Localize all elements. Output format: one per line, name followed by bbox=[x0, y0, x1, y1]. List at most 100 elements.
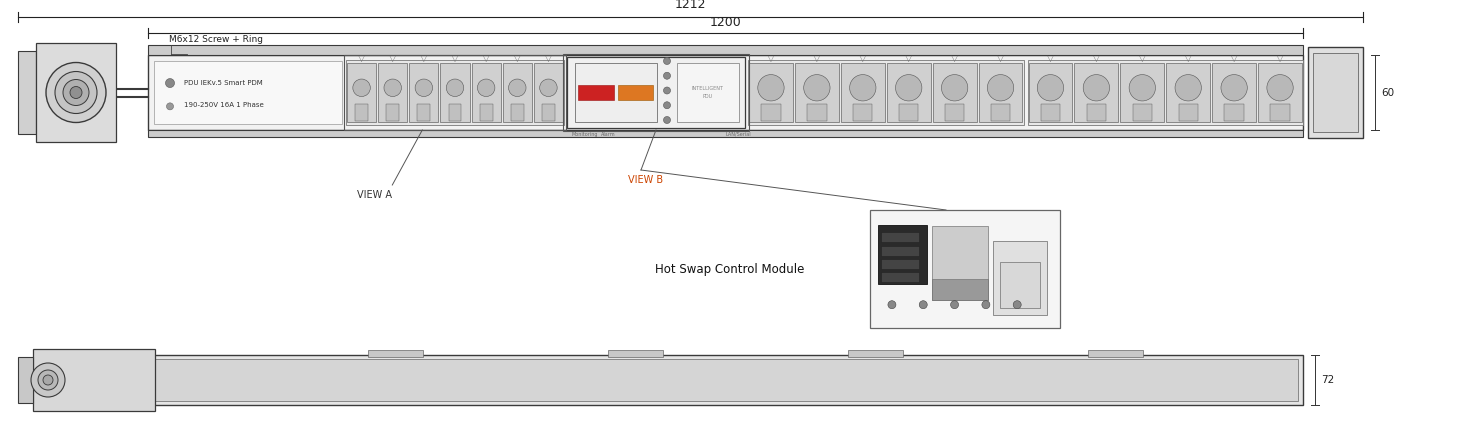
Circle shape bbox=[888, 301, 896, 309]
Bar bbox=[932, 226, 988, 300]
Circle shape bbox=[663, 87, 671, 94]
Text: INTELLIGENT: INTELLIGENT bbox=[693, 86, 725, 91]
Bar bbox=[878, 225, 926, 284]
Circle shape bbox=[982, 301, 991, 309]
Circle shape bbox=[446, 79, 463, 96]
Bar bbox=[18, 357, 34, 403]
Text: PDU IEKv.5 Smart PDM: PDU IEKv.5 Smart PDM bbox=[184, 80, 263, 86]
Bar bbox=[346, 60, 564, 125]
Bar bbox=[999, 262, 1040, 308]
Bar bbox=[355, 104, 368, 120]
Bar bbox=[1027, 60, 1303, 125]
Bar bbox=[887, 63, 931, 122]
Circle shape bbox=[1221, 74, 1248, 101]
Bar bbox=[148, 55, 1303, 130]
Circle shape bbox=[988, 74, 1014, 101]
Bar bbox=[881, 246, 919, 256]
Bar bbox=[37, 43, 115, 142]
Circle shape bbox=[1129, 74, 1156, 101]
Circle shape bbox=[38, 370, 58, 390]
Bar bbox=[533, 63, 562, 122]
Bar bbox=[1271, 104, 1290, 120]
Circle shape bbox=[165, 78, 174, 88]
Bar bbox=[409, 63, 438, 122]
Text: M6x12 Screw + Ring: M6x12 Screw + Ring bbox=[169, 35, 263, 44]
Text: 60: 60 bbox=[1381, 88, 1394, 98]
Circle shape bbox=[70, 86, 82, 99]
Bar bbox=[1166, 63, 1210, 122]
Text: VIEW A: VIEW A bbox=[358, 190, 393, 200]
Bar bbox=[932, 63, 976, 122]
Bar bbox=[386, 104, 399, 120]
Bar bbox=[1179, 104, 1198, 120]
Text: 1200: 1200 bbox=[710, 16, 741, 29]
Text: LAN/Serial: LAN/Serial bbox=[725, 132, 751, 137]
Circle shape bbox=[850, 74, 877, 101]
Circle shape bbox=[508, 79, 526, 96]
Circle shape bbox=[384, 79, 402, 96]
Bar bbox=[881, 259, 919, 269]
Circle shape bbox=[1012, 301, 1021, 309]
Bar bbox=[869, 210, 1061, 328]
Bar bbox=[148, 130, 1303, 137]
Bar bbox=[418, 104, 431, 120]
Circle shape bbox=[919, 301, 928, 309]
Bar bbox=[440, 63, 469, 122]
Bar bbox=[618, 85, 653, 100]
Circle shape bbox=[42, 375, 53, 385]
Bar bbox=[1087, 104, 1106, 120]
Bar bbox=[348, 63, 375, 122]
Circle shape bbox=[1037, 74, 1064, 101]
Circle shape bbox=[896, 74, 922, 101]
Bar bbox=[378, 63, 408, 122]
Text: VIEW B: VIEW B bbox=[628, 175, 663, 185]
Bar bbox=[945, 104, 964, 120]
Circle shape bbox=[758, 74, 785, 101]
Text: 1212: 1212 bbox=[675, 0, 706, 11]
Bar bbox=[562, 54, 749, 131]
Bar bbox=[1074, 63, 1118, 122]
Bar bbox=[1224, 104, 1243, 120]
Bar bbox=[1029, 63, 1072, 122]
Bar bbox=[1040, 104, 1061, 120]
Bar bbox=[1258, 63, 1302, 122]
Circle shape bbox=[1267, 74, 1293, 101]
Bar bbox=[749, 63, 793, 122]
Circle shape bbox=[663, 72, 671, 79]
Bar bbox=[503, 63, 532, 122]
Bar bbox=[1088, 350, 1143, 357]
Circle shape bbox=[1175, 74, 1201, 101]
Circle shape bbox=[167, 103, 174, 110]
Bar bbox=[449, 104, 462, 120]
Bar bbox=[899, 104, 919, 120]
Bar bbox=[1313, 53, 1359, 132]
Bar bbox=[153, 61, 342, 124]
Bar bbox=[18, 51, 37, 134]
Circle shape bbox=[941, 74, 967, 101]
Circle shape bbox=[31, 363, 64, 397]
Bar bbox=[842, 63, 885, 122]
Text: Alarm: Alarm bbox=[600, 132, 615, 137]
Circle shape bbox=[951, 301, 958, 309]
Text: Hot Swap Control Module: Hot Swap Control Module bbox=[655, 262, 805, 276]
Bar bbox=[148, 45, 1303, 55]
Bar bbox=[567, 57, 745, 128]
Bar bbox=[979, 63, 1023, 122]
Bar bbox=[993, 241, 1046, 315]
Bar bbox=[576, 63, 657, 122]
Circle shape bbox=[56, 71, 96, 113]
Bar bbox=[511, 104, 523, 120]
Bar bbox=[1121, 63, 1164, 122]
Bar bbox=[368, 350, 424, 357]
Text: 190-250V 16A 1 Phase: 190-250V 16A 1 Phase bbox=[184, 102, 264, 108]
Bar bbox=[343, 55, 565, 130]
Circle shape bbox=[1083, 74, 1109, 101]
Text: Monitoring: Monitoring bbox=[573, 132, 599, 137]
Bar bbox=[1132, 104, 1151, 120]
Circle shape bbox=[539, 79, 557, 96]
Text: 72: 72 bbox=[1321, 375, 1334, 385]
Bar bbox=[148, 355, 1303, 405]
Text: PDU: PDU bbox=[703, 94, 713, 99]
Bar bbox=[991, 104, 1010, 120]
Bar bbox=[808, 104, 827, 120]
